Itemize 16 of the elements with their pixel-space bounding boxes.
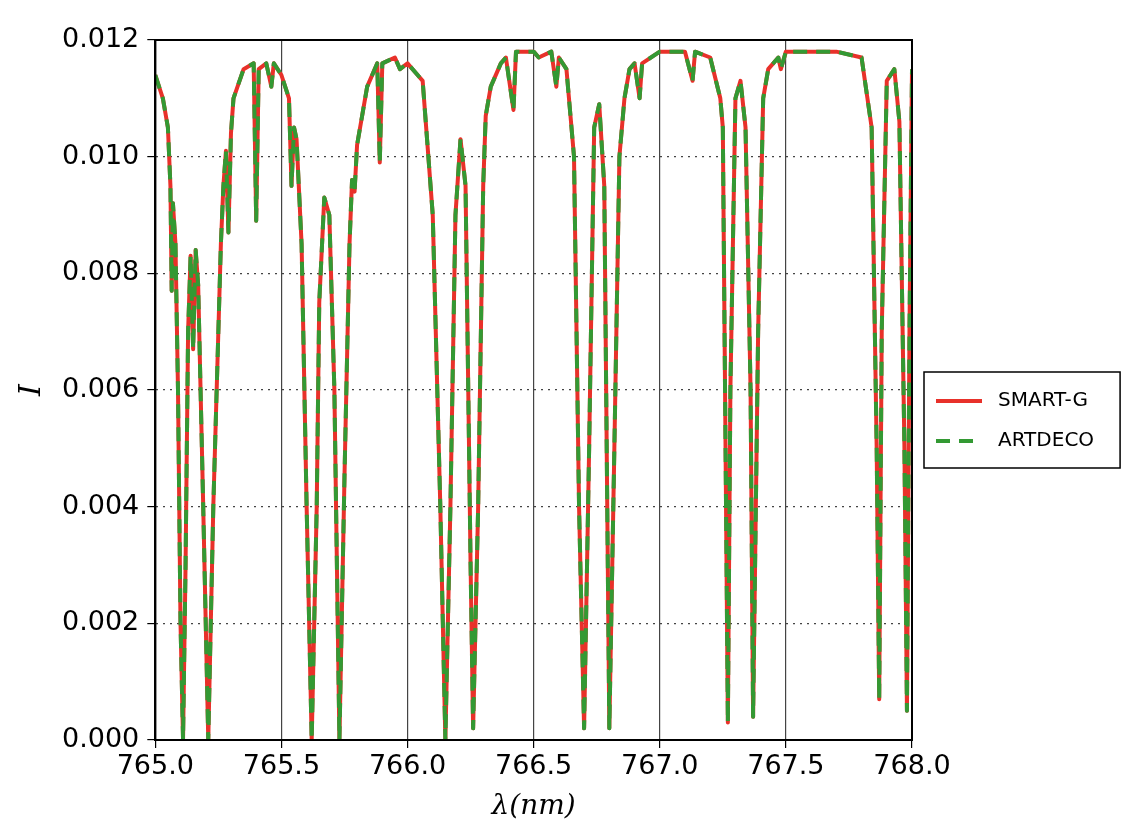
y-axis-title: I (11, 382, 47, 397)
y-tick-label: 0.012 (62, 22, 140, 54)
x-tick-label: 768.0 (873, 749, 951, 781)
y-tick-label: 0.010 (62, 138, 140, 170)
y-tick-label: 0.002 (62, 605, 140, 637)
x-tick-label: 767.5 (747, 749, 825, 781)
y-tick-label: 0.006 (62, 372, 140, 404)
x-tick-label: 766.0 (368, 749, 447, 781)
legend-label: ARTDECO (998, 427, 1095, 452)
x-tick-label: 767.0 (621, 749, 699, 781)
x-tick-label: 765.5 (242, 749, 321, 781)
y-tick-label: 0.008 (62, 255, 140, 287)
x-tick-label: 766.5 (495, 749, 573, 781)
y-tick-label: 0.004 (62, 488, 140, 520)
legend-label: SMART-G (998, 387, 1088, 412)
x-axis-title: λ(nm) (490, 788, 576, 822)
